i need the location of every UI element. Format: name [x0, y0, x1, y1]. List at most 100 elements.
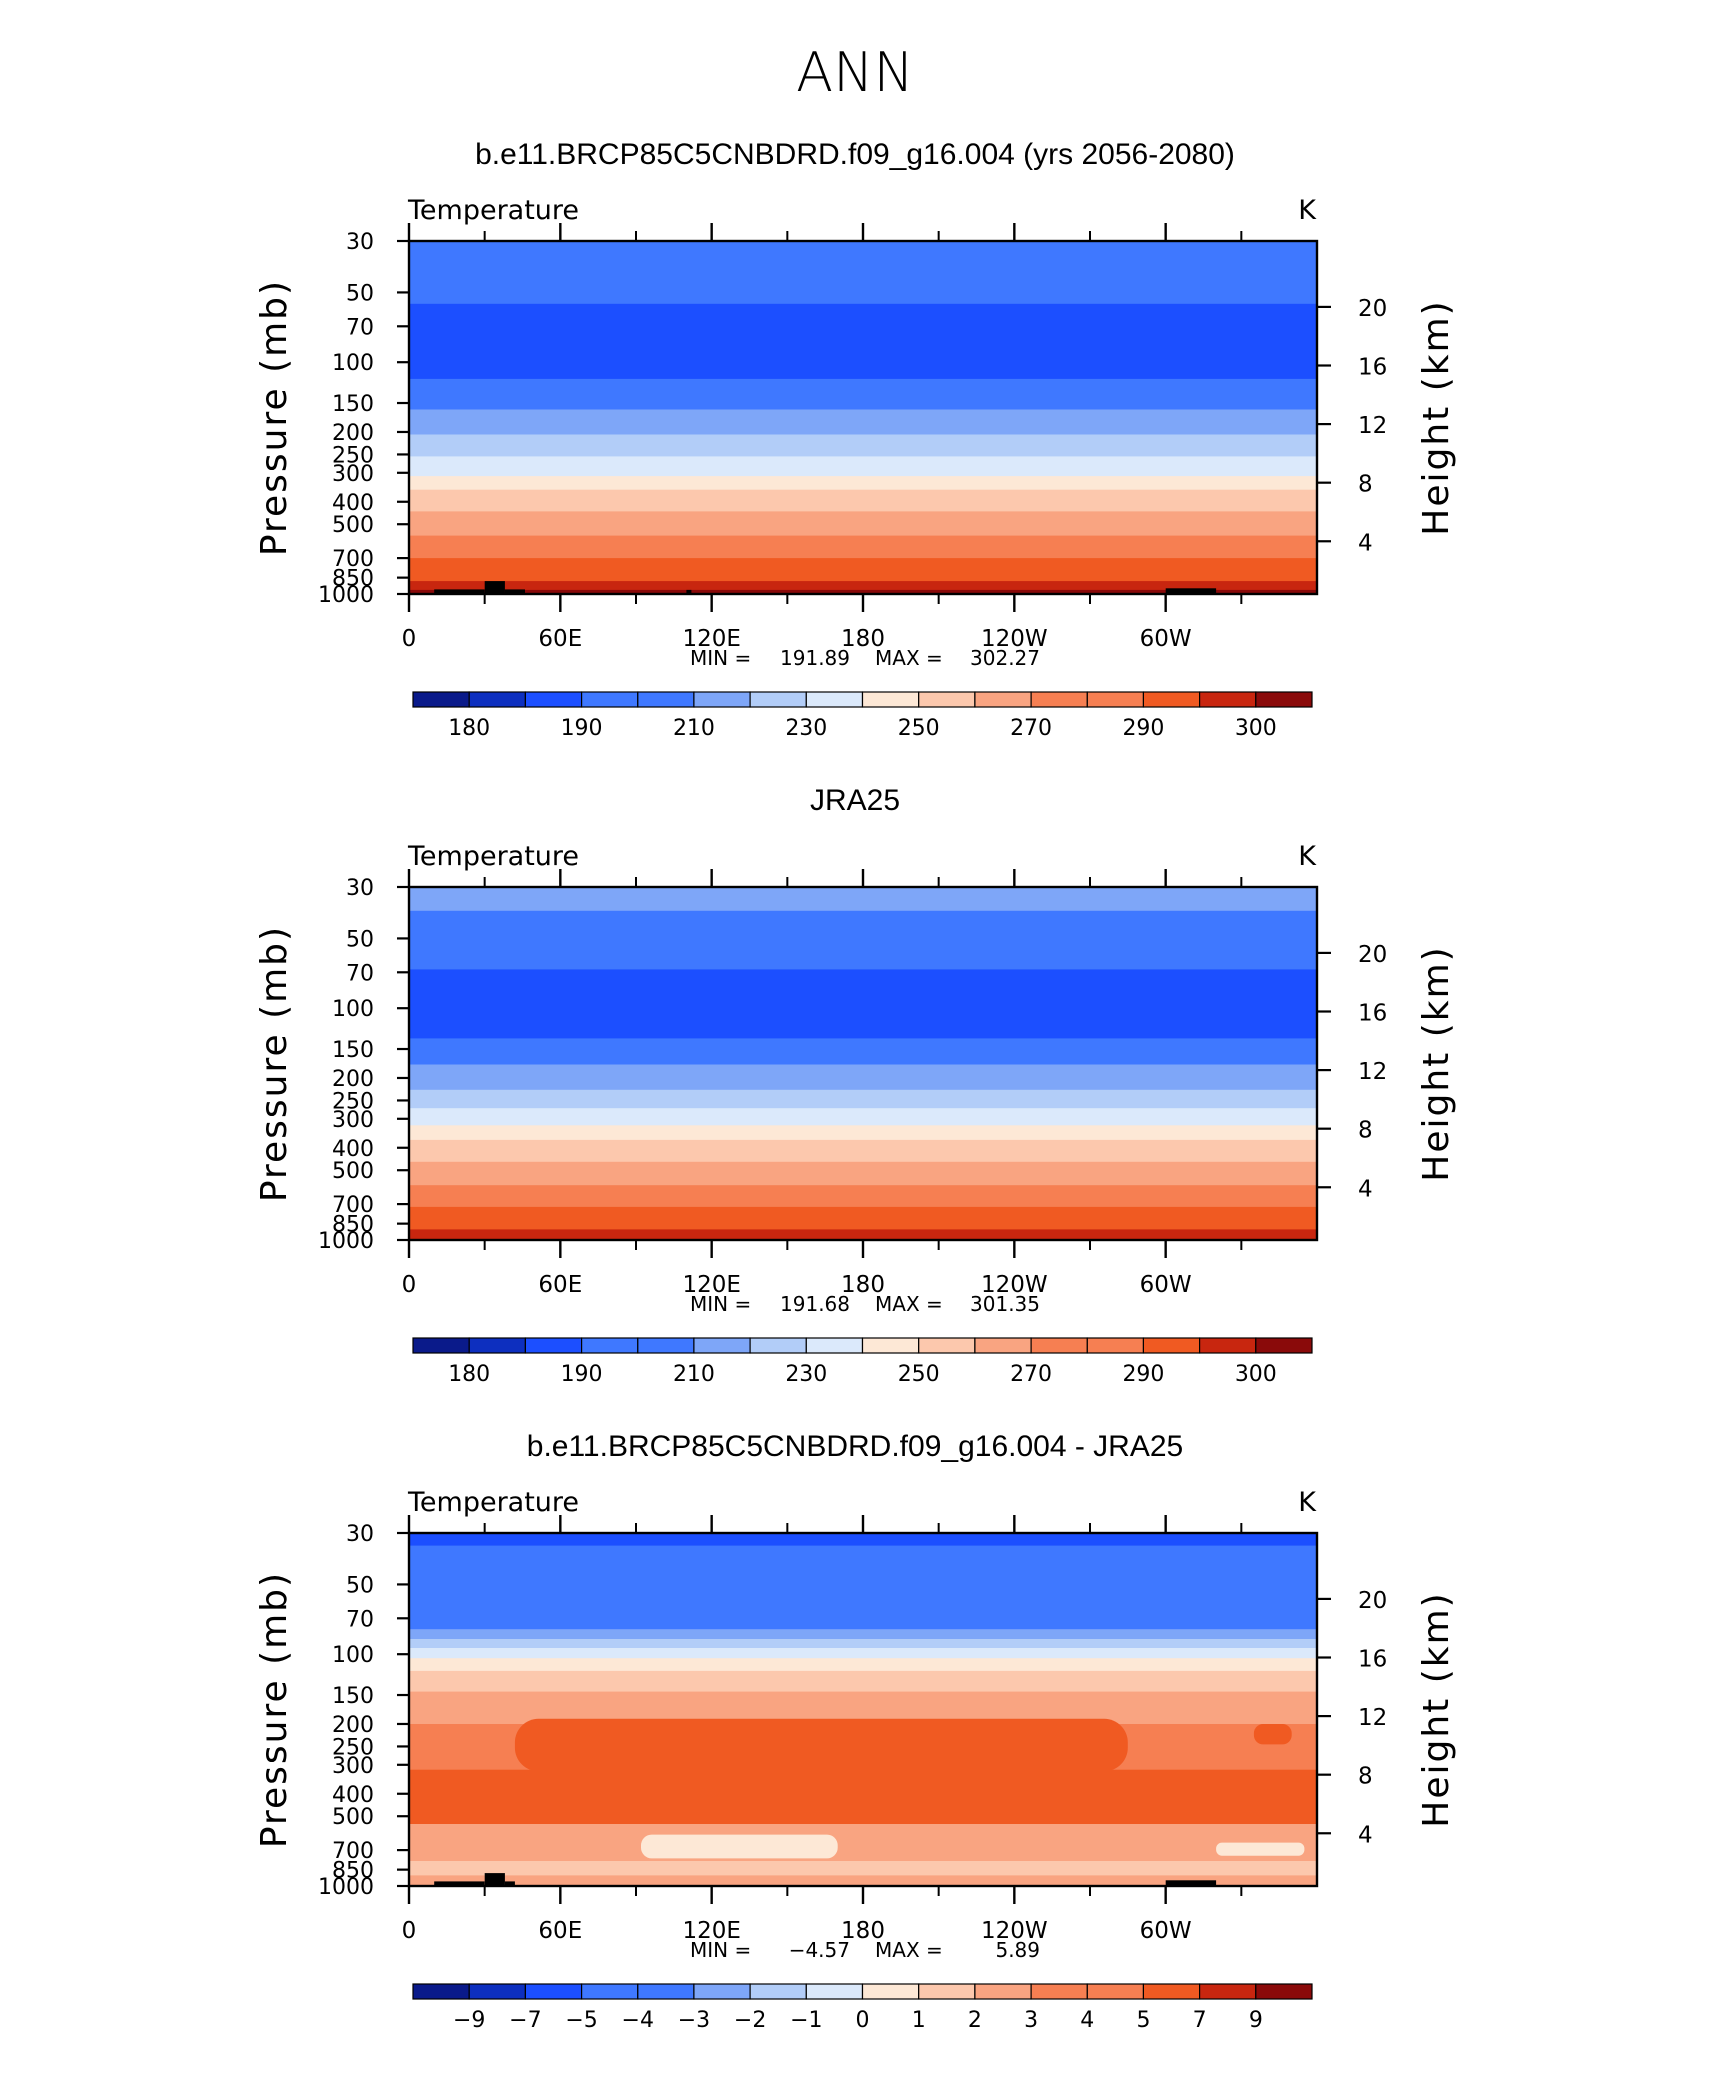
colorbar-label: 230	[785, 716, 827, 741]
min-value: 191.89	[780, 646, 850, 670]
contour-band	[409, 1658, 1317, 1672]
y2-tick-label: 4	[1358, 1176, 1373, 1202]
colorbar-label: 190	[561, 1362, 603, 1387]
land-mask	[504, 1881, 515, 1886]
colorbar-box	[1086, 1337, 1145, 1354]
colorbar-box	[749, 1983, 807, 2000]
contour-patch	[514, 1718, 1128, 1772]
x-tick-label: 120W	[981, 1272, 1048, 1298]
y-tick-label: 250	[332, 443, 374, 468]
colorbar-label: 250	[898, 1362, 940, 1387]
y-tick-label: 50	[346, 281, 374, 306]
y-tick-label: 400	[332, 1783, 374, 1808]
colorbar-box	[580, 691, 639, 708]
panel-title: b.e11.BRCP85C5CNBDRD.f09_g16.004 - JRA25	[527, 1430, 1183, 1463]
y2-tick-label: 20	[1358, 1588, 1387, 1614]
contour-band	[409, 1139, 1317, 1163]
contour-band	[409, 476, 1317, 491]
panel-1: b.e11.BRCP85C5CNBDRD.f09_g16.004 (yrs 20…	[254, 138, 1457, 741]
colorbar-box	[1255, 1983, 1313, 2000]
y2-tick-label: 16	[1358, 1647, 1387, 1673]
y-tick-label: 50	[346, 927, 374, 952]
colorbar-box	[412, 1983, 470, 2000]
x-tick-label: 120E	[682, 1272, 740, 1298]
colorbar-label: −9	[453, 2008, 485, 2033]
panel-subtitle: Temperature	[407, 195, 579, 226]
colorbar-box	[1198, 1337, 1257, 1354]
y-tick-label: 70	[346, 1607, 374, 1632]
colorbar-box	[693, 1983, 751, 2000]
y-tick-label: 300	[332, 462, 374, 487]
colorbar-label: 300	[1235, 716, 1277, 741]
contour-band	[409, 969, 1317, 1039]
colorbar-label: 3	[1024, 2008, 1038, 2033]
colorbar-label: 270	[1010, 1362, 1052, 1387]
y2-tick-label: 4	[1358, 1822, 1373, 1848]
colorbar-box	[861, 691, 920, 708]
colorbar-label: 210	[673, 1362, 715, 1387]
y-tick-label: 400	[332, 1137, 374, 1162]
y2-tick-label: 16	[1358, 1001, 1387, 1027]
contour-band	[409, 1533, 1317, 1547]
colorbar-label: 210	[673, 716, 715, 741]
y-tick-label: 50	[346, 1573, 374, 1598]
colorbar-box	[805, 691, 864, 708]
x-tick-label: 120W	[981, 626, 1048, 652]
colorbar-box	[468, 1337, 527, 1354]
x-tick-label: 180	[841, 1918, 885, 1944]
x-tick-label: 0	[402, 1272, 417, 1298]
y-tick-label: 200	[332, 1713, 374, 1738]
colorbar-box	[637, 1337, 695, 1354]
colorbar-label: −5	[565, 2008, 597, 2033]
y-tick-label: 700	[332, 547, 374, 572]
panel-2: JRA25 Temperature K 0 60E 120E 180 120W 60W 30 50 7…	[254, 784, 1457, 1387]
max-value: 5.89	[995, 1938, 1040, 1962]
y2-tick-label: 12	[1358, 1059, 1387, 1085]
y-tick-label: 250	[332, 1735, 374, 1760]
contour-band	[409, 1229, 1317, 1241]
y-tick-label: 150	[332, 1038, 374, 1063]
y-tick-label: 500	[332, 1159, 374, 1184]
y2-tick-label: 20	[1358, 942, 1387, 968]
contour-field	[409, 241, 1317, 595]
colorbar-label: 290	[1122, 716, 1164, 741]
colorbar-label: 0	[856, 2008, 870, 2033]
y-tick-label: 30	[346, 876, 374, 901]
contour-band	[409, 1875, 1317, 1887]
y2-axis-label: Height (km)	[1416, 945, 1457, 1181]
colorbar-box	[974, 1983, 1032, 2000]
contour-band	[409, 558, 1317, 582]
colorbar-box	[1142, 691, 1201, 708]
colorbar-label: 2	[968, 2008, 982, 2033]
y-tick-label: 700	[332, 1193, 374, 1218]
colorbar-box	[805, 1337, 864, 1354]
contour-band	[409, 303, 1317, 380]
y-tick-label: 850	[332, 567, 374, 592]
y2-tick-label: 8	[1358, 1118, 1373, 1144]
y-tick-label: 1000	[318, 1875, 374, 1900]
contour-band	[409, 887, 1317, 912]
contour-patch	[641, 1834, 838, 1859]
contour-band	[409, 489, 1317, 512]
colorbar-box	[1030, 691, 1088, 708]
y-tick-label: 250	[332, 1089, 374, 1114]
colorbar-box	[918, 1983, 976, 2000]
units-label: K	[1298, 195, 1317, 226]
contour-patch	[1216, 1842, 1305, 1856]
colorbar-label: 180	[448, 716, 490, 741]
min-value: −4.57	[789, 1938, 850, 1962]
colorbar-box	[693, 691, 751, 708]
x-tick-label: 60E	[538, 1272, 582, 1298]
contour-band	[409, 1038, 1317, 1066]
contour-band	[409, 1648, 1317, 1659]
contour-band	[409, 378, 1317, 411]
y2-tick-label: 8	[1358, 1764, 1373, 1790]
colorbar-label: 270	[1010, 716, 1052, 741]
contour-field	[409, 887, 1317, 1241]
colorbar-label: 180	[448, 1362, 490, 1387]
contour-band	[409, 511, 1317, 537]
contour-band	[409, 1125, 1317, 1141]
x-tick-label: 0	[402, 626, 417, 652]
y-tick-label: 70	[346, 315, 374, 340]
land-mask	[1165, 1880, 1217, 1886]
